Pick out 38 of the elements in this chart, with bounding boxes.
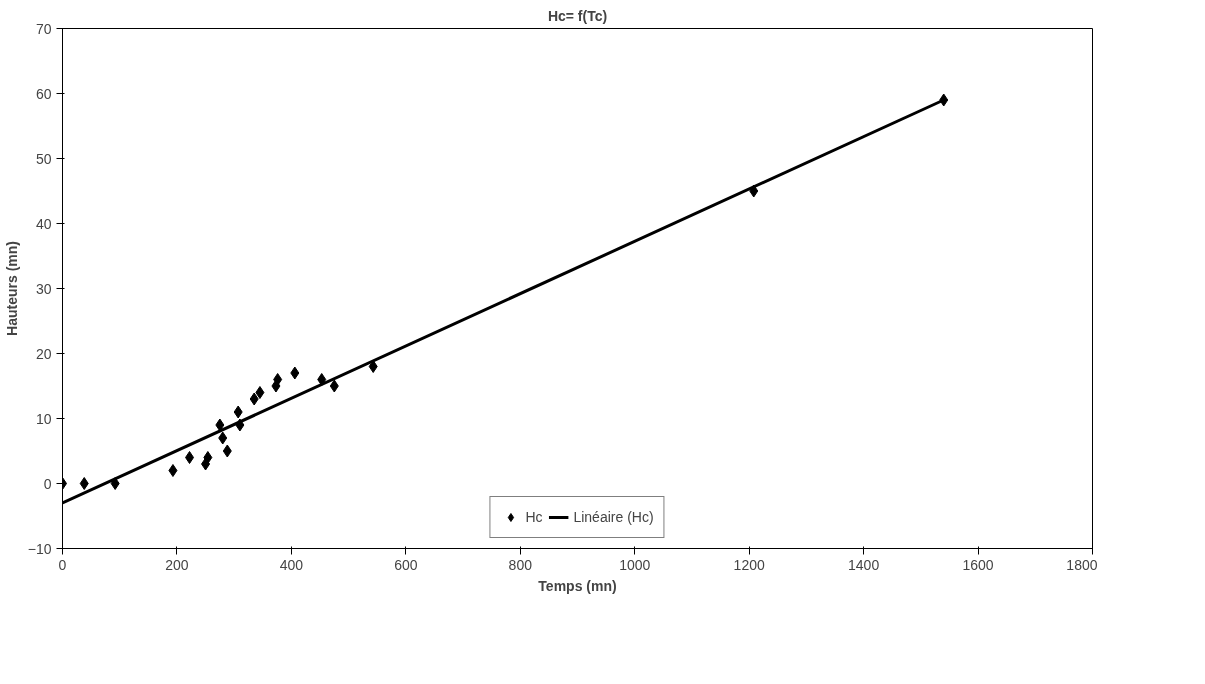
y-tick-label: 20 <box>35 345 52 362</box>
point <box>215 418 225 432</box>
y-tick-label: 30 <box>35 280 52 297</box>
point <box>255 386 265 399</box>
point <box>233 405 243 419</box>
x-tick-label: 800 <box>508 556 533 573</box>
x-tick-label: 1200 <box>733 556 765 573</box>
y-axis-title: Hauteurs (mn) <box>3 241 20 336</box>
y-tick-label: 0 <box>43 475 52 492</box>
y-tick-label: 10 <box>35 410 52 427</box>
point <box>79 477 89 490</box>
x-tick-label: 1000 <box>619 556 651 573</box>
point <box>222 444 232 458</box>
point <box>249 392 259 406</box>
point <box>185 451 195 464</box>
legend-label: Linéaire (Hc) <box>573 509 654 525</box>
x-tick-label: 1800 <box>1066 556 1098 573</box>
x-tick-label: 600 <box>394 556 418 573</box>
point <box>110 477 120 490</box>
point <box>290 366 300 380</box>
point <box>273 373 283 386</box>
legend-label: Hc <box>525 509 544 525</box>
y-tick-label: 50 <box>35 150 52 167</box>
x-tick-label: 1600 <box>962 556 994 573</box>
y-tick-label: −10 <box>27 540 52 557</box>
y-tick-label: 40 <box>35 215 52 232</box>
x-tick-label: 400 <box>279 556 304 573</box>
point <box>218 431 228 445</box>
point <box>168 464 178 477</box>
chart-title: Hc= f(Tc) <box>547 7 608 24</box>
x-tick-label: 200 <box>165 556 189 573</box>
x-tick-label: 0 <box>58 556 67 573</box>
point <box>329 379 339 393</box>
point <box>368 360 378 373</box>
x-axis-title: Temps (mn) <box>538 577 617 594</box>
y-tick-label: 70 <box>35 20 52 37</box>
y-tick-label: 60 <box>35 85 52 102</box>
x-tick-label: 1400 <box>848 556 880 573</box>
